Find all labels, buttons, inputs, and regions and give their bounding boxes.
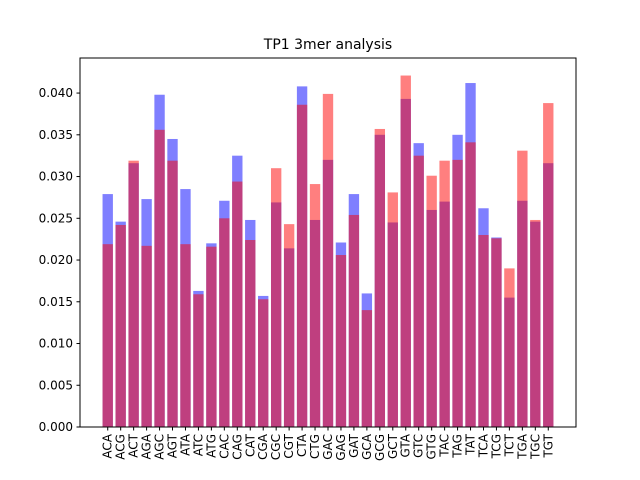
x-tick-label: AGT xyxy=(166,433,180,458)
x-tick-label: GAC xyxy=(321,434,335,460)
bar xyxy=(270,168,282,427)
x-tick-label: GAG xyxy=(334,434,348,461)
bar xyxy=(504,268,515,427)
x-tick-label: TAT xyxy=(464,433,478,456)
bar xyxy=(387,192,398,427)
bar xyxy=(232,181,243,427)
x-tick-label: AGC xyxy=(153,434,167,460)
bar xyxy=(361,310,373,427)
x-tick-label: CTG xyxy=(308,434,322,459)
bar xyxy=(167,160,178,427)
bar xyxy=(102,244,113,427)
bar xyxy=(309,184,321,427)
x-tick-label: TGT xyxy=(541,433,555,458)
bar xyxy=(115,224,126,427)
x-tick-label: TAG xyxy=(451,434,465,459)
x-tick-label: CGT xyxy=(282,433,296,458)
bar xyxy=(491,238,502,427)
bar xyxy=(219,218,230,427)
x-tick-label: CTA xyxy=(295,433,309,457)
plot-frame xyxy=(79,57,577,428)
y-tick-label: 0.000 xyxy=(39,420,73,434)
x-tick-label: CGC xyxy=(269,434,283,460)
bar xyxy=(452,159,463,427)
bar xyxy=(296,104,308,427)
bar xyxy=(128,160,139,427)
x-tick-label: TGC xyxy=(528,434,542,460)
y-tick-label: 0.025 xyxy=(39,211,73,225)
y-tick-label: 0.030 xyxy=(39,170,73,184)
x-tick-label: GCA xyxy=(360,433,374,460)
y-tick-label: 0.035 xyxy=(39,128,73,142)
chart-title: TP1 3mer analysis xyxy=(263,37,392,53)
x-tick-label: GAT xyxy=(347,433,361,458)
bar xyxy=(141,245,152,427)
x-tick-label: CAC xyxy=(217,434,231,459)
x-tick-label: TCT xyxy=(502,433,516,457)
bar xyxy=(206,246,217,427)
bar xyxy=(400,75,411,427)
bar xyxy=(180,244,191,427)
bar xyxy=(154,129,165,427)
y-tick-label: 0.010 xyxy=(39,337,73,351)
bar xyxy=(193,294,204,427)
y-tick-label: 0.005 xyxy=(39,378,73,392)
x-tick-label: ACA xyxy=(101,433,115,458)
y-tick-label: 0.040 xyxy=(39,86,73,100)
x-tick-label: GTG xyxy=(425,434,439,460)
y-tick-label: 0.020 xyxy=(39,253,73,267)
bar xyxy=(335,255,347,427)
x-tick-label: TGA xyxy=(515,433,529,460)
bar xyxy=(374,128,386,427)
x-tick-label: TAC xyxy=(438,434,452,458)
x-tick-label: TCG xyxy=(489,434,503,459)
x-tick-label: ATG xyxy=(204,434,218,458)
bar xyxy=(258,299,269,427)
x-tick-label: ATA xyxy=(178,433,192,456)
x-tick-label: ATC xyxy=(191,434,205,456)
x-tick-label: ACT xyxy=(127,433,141,457)
bar xyxy=(543,103,554,427)
bar xyxy=(348,214,360,427)
bar xyxy=(530,219,541,427)
bar xyxy=(478,234,489,427)
x-tick-label: GTA xyxy=(399,433,413,457)
bar xyxy=(245,239,256,427)
bar xyxy=(413,155,424,428)
x-tick-label: GCT xyxy=(386,433,400,459)
x-tick-label: CAG xyxy=(230,434,244,460)
bar xyxy=(465,142,476,427)
x-tick-label: TCA xyxy=(476,433,490,458)
x-tick-label: CAT xyxy=(243,433,257,457)
bar xyxy=(322,93,334,427)
y-tick-label: 0.015 xyxy=(39,295,73,309)
bar xyxy=(426,175,437,427)
x-tick-label: ACG xyxy=(114,434,128,460)
x-tick-label: CGA xyxy=(256,433,270,460)
x-tick-label: AGA xyxy=(140,433,154,459)
bar xyxy=(283,224,295,427)
bar xyxy=(439,160,450,427)
x-tick-label: GCG xyxy=(373,434,387,461)
x-tick-label: GTC xyxy=(412,434,426,458)
bar xyxy=(517,150,528,427)
